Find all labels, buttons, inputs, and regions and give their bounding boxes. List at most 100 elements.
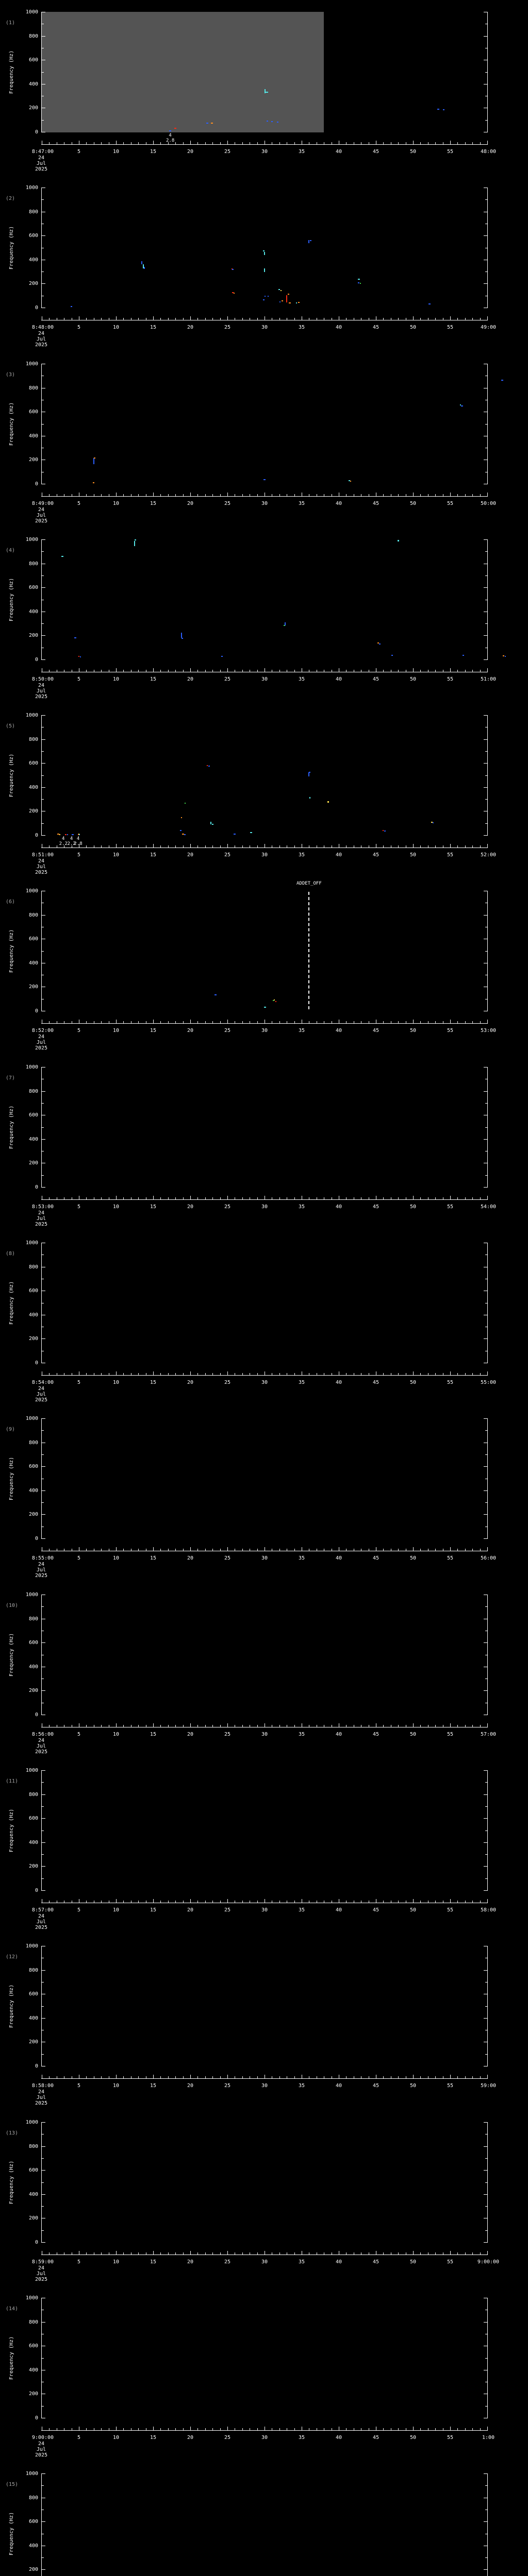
x-tick xyxy=(450,141,451,144)
x-tick xyxy=(465,1021,466,1023)
y-tick-label: 0 xyxy=(35,2415,38,2421)
y-tick-right xyxy=(484,659,487,660)
y-tick-label: 0 xyxy=(35,2240,38,2245)
x-tick xyxy=(242,845,243,848)
x-tick xyxy=(212,1901,213,1903)
x-tick xyxy=(472,1725,473,1727)
x-tick xyxy=(220,1549,221,1551)
y-tick xyxy=(42,2230,44,2231)
y-axis-title: Frequency (Hz) xyxy=(9,2512,14,2556)
x-tick xyxy=(116,668,117,672)
panel-number: (6) xyxy=(6,899,15,905)
panel-number: (9) xyxy=(6,1427,15,1432)
x-tick xyxy=(212,2076,213,2078)
x-tick-label: 10 xyxy=(112,325,120,330)
y-tick-label: 1000 xyxy=(25,2471,38,2477)
x-tick-label: 10 xyxy=(112,1028,120,1033)
x-tick xyxy=(450,844,451,848)
x-tick xyxy=(294,1197,295,1199)
end-time-label: 56:00 xyxy=(480,1555,497,1561)
y-tick xyxy=(42,575,44,576)
x-tick-label: 40 xyxy=(335,1028,342,1033)
x-tick xyxy=(257,670,258,672)
x-tick xyxy=(279,1021,280,1023)
x-axis xyxy=(41,1023,488,1024)
y-tick-label: 800 xyxy=(28,33,38,39)
spectrogram-panel-5: 0 200 400 600 800 1000 5 10 15 20 25 30 35 40 45 50 55 8:… xyxy=(0,703,528,879)
x-tick xyxy=(487,1371,488,1375)
y-tick-right xyxy=(484,2122,487,2123)
x-tick xyxy=(383,1549,384,1551)
x-tick xyxy=(168,1021,169,1023)
x-tick xyxy=(101,2076,102,2078)
spectral-mark-cyan xyxy=(210,822,211,824)
date-line: Jul xyxy=(36,1743,46,1749)
x-tick xyxy=(398,670,399,672)
x-tick xyxy=(123,494,124,496)
y-axis-right xyxy=(487,1946,488,2066)
y-tick-right xyxy=(485,1806,487,1807)
spectrogram-panel-9: 0 200 400 600 800 1000 5 10 15 20 25 30 35 40 45 50 55 8:… xyxy=(0,1406,528,1583)
start-time-label: 9:00:00 xyxy=(31,2435,54,2441)
x-tick xyxy=(116,844,117,848)
x-axis xyxy=(41,1375,488,1376)
x-tick xyxy=(190,493,191,496)
x-tick-label: 25 xyxy=(224,325,231,330)
y-tick-right xyxy=(484,587,487,588)
x-tick-label: 40 xyxy=(335,1380,342,1385)
y-tick xyxy=(42,1103,44,1104)
x-tick-label: 30 xyxy=(261,2083,268,2089)
x-tick xyxy=(457,1725,458,1727)
x-tick xyxy=(465,2252,466,2255)
x-tick xyxy=(465,494,466,496)
y-tick-right xyxy=(485,2158,487,2159)
x-tick xyxy=(257,845,258,848)
x-tick xyxy=(101,1197,102,1199)
y-axis-right xyxy=(487,12,488,132)
start-time-label: 8:50:00 xyxy=(31,676,54,682)
date-line: 24 xyxy=(38,507,45,513)
panel-number: (14) xyxy=(6,2306,19,2312)
x-tick xyxy=(220,494,221,496)
x-tick xyxy=(257,2252,258,2255)
y-axis-right xyxy=(487,539,488,660)
x-tick xyxy=(205,845,206,848)
spectral-mark-red xyxy=(286,295,287,302)
y-tick-right xyxy=(485,1454,487,1455)
x-tick xyxy=(220,1373,221,1375)
x-tick xyxy=(138,845,139,848)
y-tick-label: 600 xyxy=(28,585,38,590)
x-tick xyxy=(413,1899,414,1903)
x-tick xyxy=(457,2428,458,2430)
x-tick xyxy=(383,1373,384,1375)
x-tick xyxy=(257,1197,258,1199)
x-tick xyxy=(153,316,154,320)
x-tick xyxy=(472,845,473,848)
x-tick xyxy=(101,1549,102,1551)
x-tick xyxy=(49,318,50,320)
y-tick-right xyxy=(485,1127,487,1128)
y-tick-right xyxy=(484,715,487,716)
spectral-mark-blue xyxy=(443,109,444,110)
y-tick xyxy=(42,551,44,552)
date-line: 2025 xyxy=(35,1222,48,1227)
x-tick-label: 5 xyxy=(77,2435,81,2441)
x-tick xyxy=(220,845,221,848)
y-tick-label: 600 xyxy=(28,2167,38,2173)
x-tick xyxy=(190,1899,191,1903)
x-tick xyxy=(257,2076,258,2078)
x-tick xyxy=(86,2428,87,2430)
y-tick-label: 1000 xyxy=(25,1592,38,1598)
y-tick xyxy=(42,951,44,952)
spectrogram-panel-8: 0 200 400 600 800 1000 5 10 15 20 25 30 35 40 45 50 55 8:… xyxy=(0,1231,528,1406)
x-tick-label: 5 xyxy=(77,149,81,155)
x-tick xyxy=(383,1021,384,1023)
y-axis-right xyxy=(487,1418,488,1539)
spectral-mark-blue xyxy=(67,834,68,835)
x-tick xyxy=(205,2252,206,2255)
spectrogram-panel-15: 020040060080010005101520253035404550559:… xyxy=(0,2462,528,2576)
x-tick xyxy=(435,2252,436,2255)
y-tick xyxy=(42,659,45,660)
x-tick xyxy=(472,670,473,672)
spectral-mark-cyan xyxy=(79,834,80,835)
